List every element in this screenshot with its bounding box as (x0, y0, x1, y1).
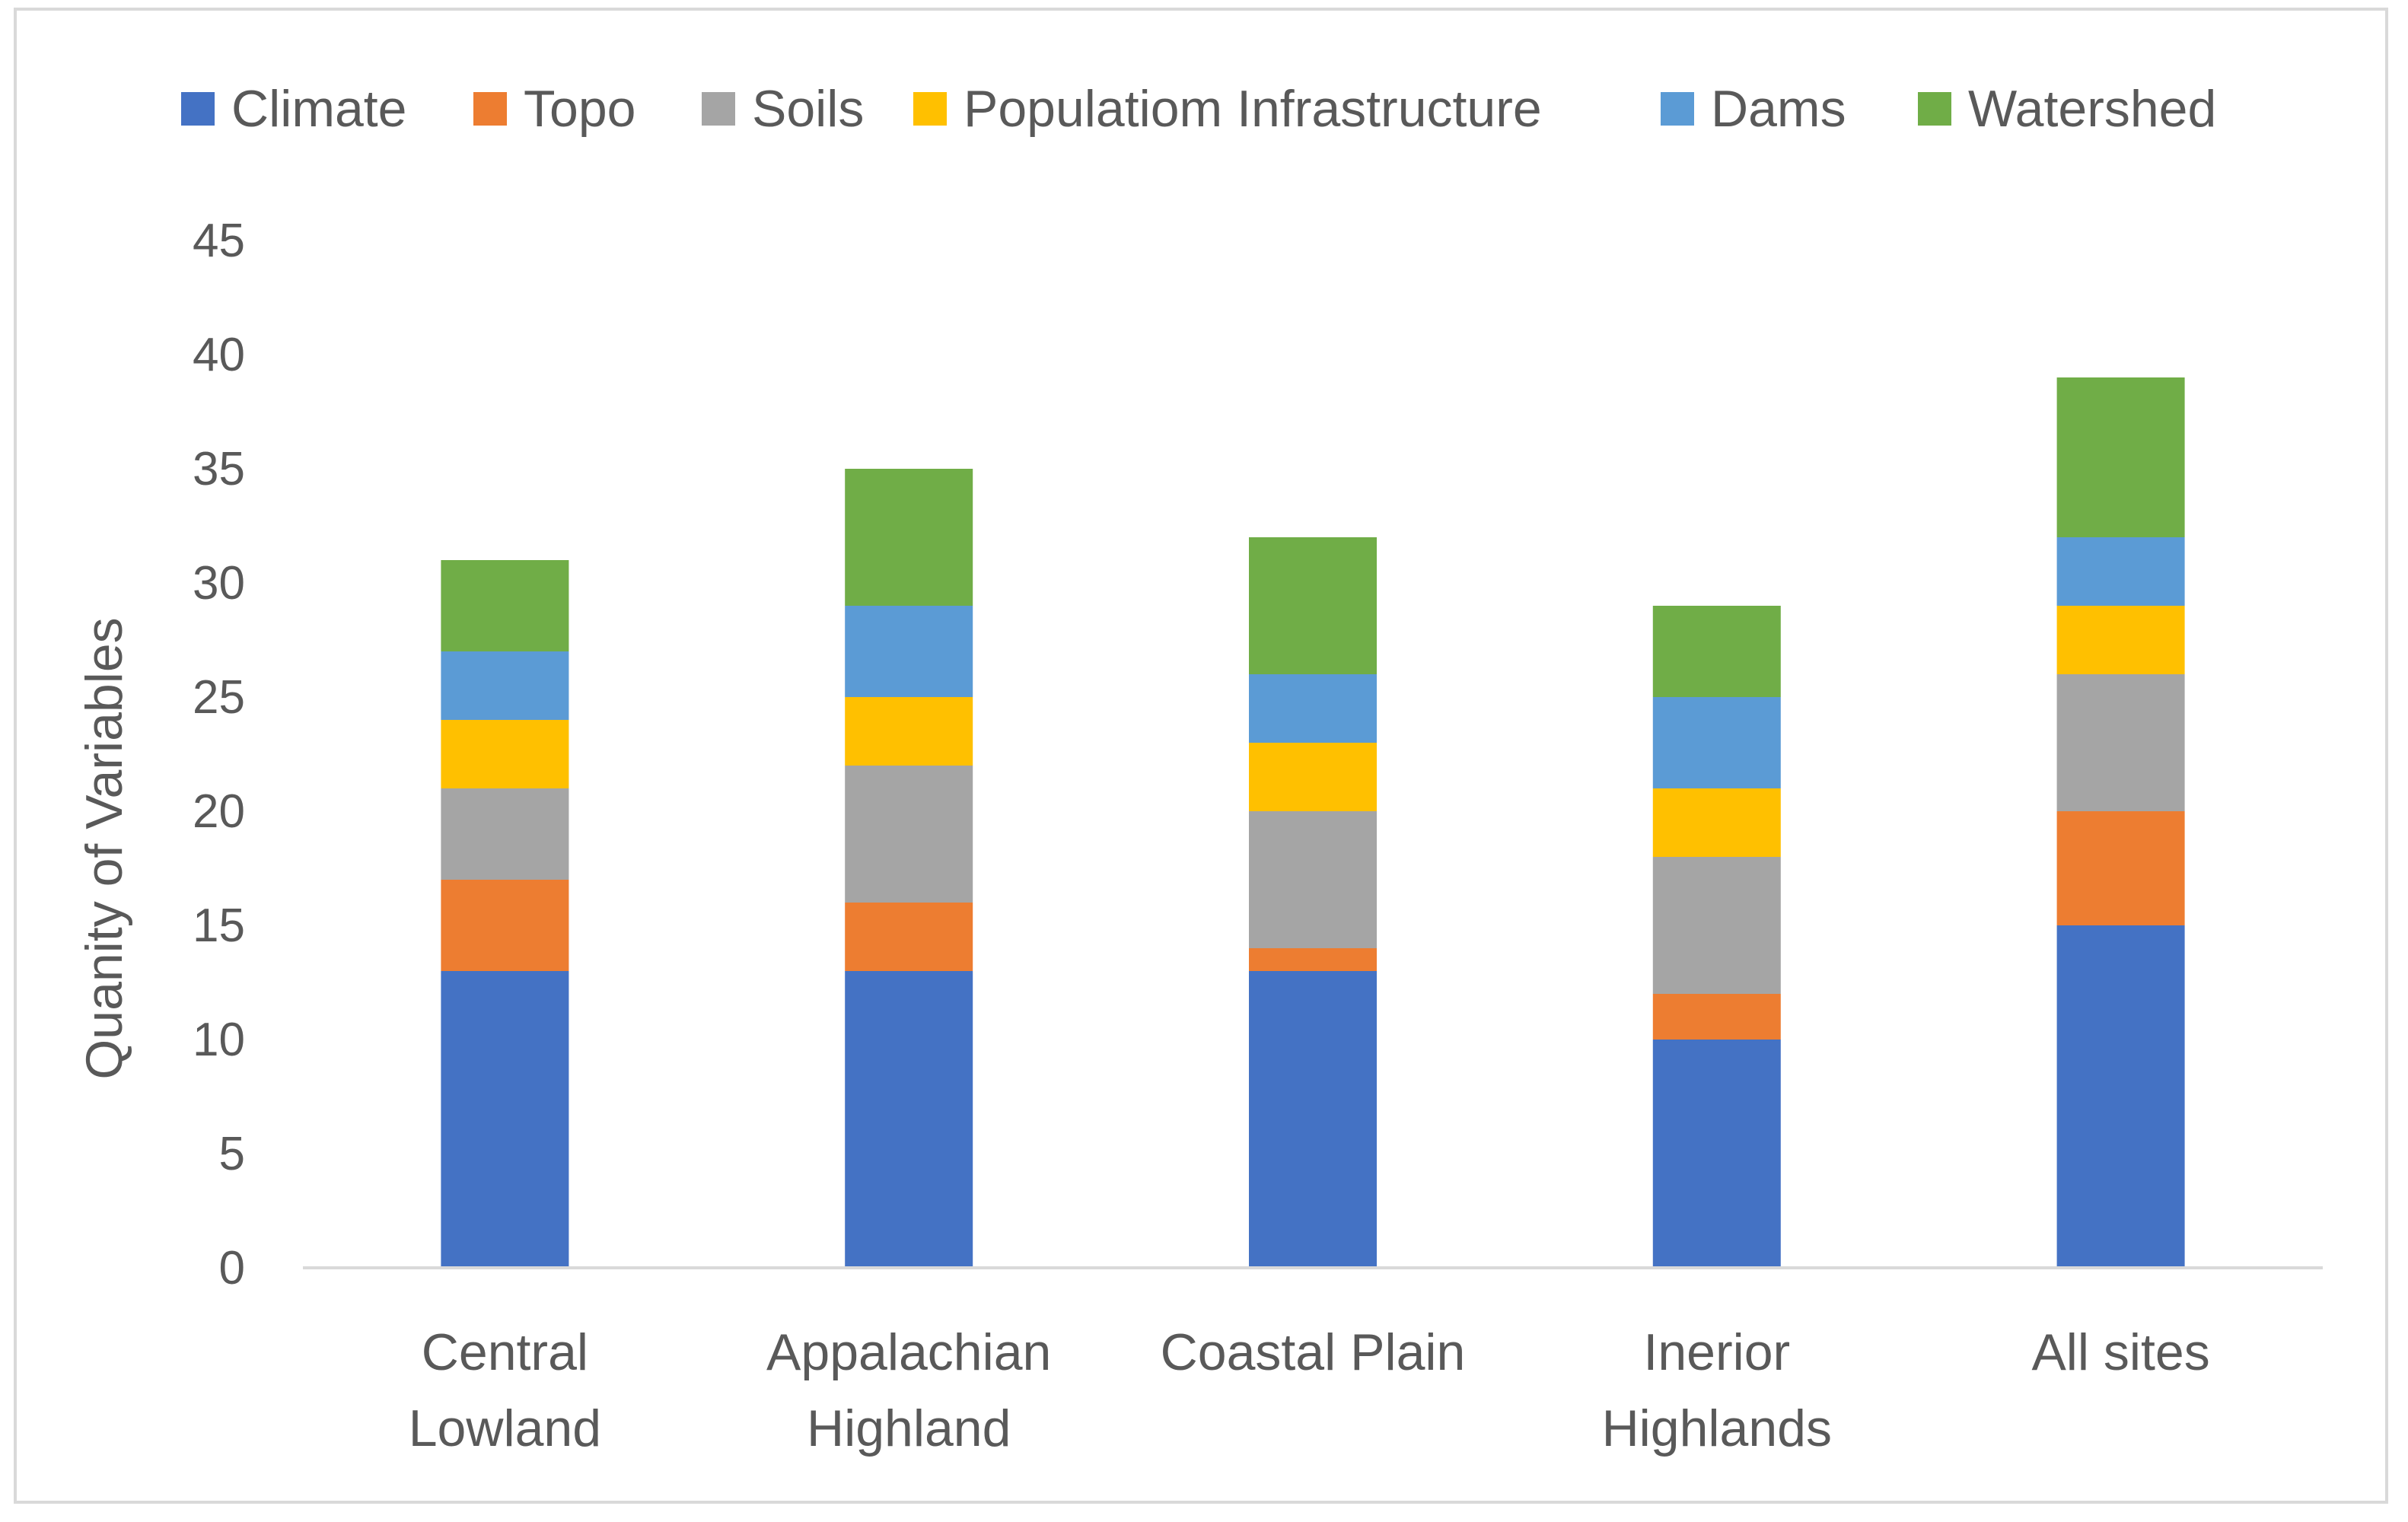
y-tick-label: 45 (193, 215, 245, 267)
bar-segment-soils (845, 766, 973, 903)
bar-segment-watershed (441, 560, 569, 651)
bar-segment-soils (2056, 674, 2185, 811)
x-tick-label: Appalachian Highland (766, 1323, 1051, 1457)
bar-segment-soils (1652, 857, 1781, 994)
y-tick-label: 20 (193, 785, 245, 838)
bar-segment-dams (1249, 674, 1377, 743)
bar-segment-watershed (845, 469, 973, 606)
legend-label: Climate (231, 80, 407, 138)
legend-label: Soils (752, 80, 864, 138)
y-tick-label: 5 (219, 1128, 245, 1180)
legend-swatch (702, 92, 735, 126)
legend-swatch (473, 92, 507, 126)
legend-item-watershed: Watershed (1918, 80, 2216, 138)
bar-segment-soils (1249, 811, 1377, 948)
bar-segment-topo (2056, 811, 2185, 925)
bar-segment-topo (441, 880, 569, 971)
bars (441, 377, 2185, 1268)
legend-label: Dams (1711, 80, 1846, 138)
bar-segment-climate (1652, 1040, 1781, 1268)
bar-segment-topo (845, 903, 973, 971)
x-tick-label: All sites (2031, 1323, 2209, 1381)
x-tick-label: Coastal Plain (1161, 1323, 1466, 1381)
legend-item-dams: Dams (1661, 80, 1846, 138)
y-axis: 0 5 10 15 20 25 30 35 40 45 (193, 215, 245, 1294)
bar-segment-populatiom-infrastructure (1249, 743, 1377, 811)
legend-swatch (1661, 92, 1694, 126)
bar-segment-topo (1652, 994, 1781, 1040)
bar-segment-watershed (2056, 377, 2185, 537)
legend-swatch (1918, 92, 1951, 126)
y-axis-title: Quanity of Variables (75, 617, 133, 1079)
y-tick-label: 10 (193, 1014, 245, 1066)
legend: Climate Topo Soils Populatiom Infrastructur… (181, 80, 2216, 138)
x-tick-label: Central Lowland (409, 1323, 601, 1457)
bar-segment-dams (441, 651, 569, 720)
bar-segment-topo (1249, 948, 1377, 971)
legend-item-climate: Climate (181, 80, 407, 138)
legend-label: Watershed (1968, 80, 2216, 138)
y-tick-label: 15 (193, 900, 245, 952)
y-tick-label: 25 (193, 671, 245, 724)
y-tick-label: 35 (193, 443, 245, 495)
bar-segment-dams (1652, 697, 1781, 788)
bar-segment-populatiom-infrastructure (1652, 788, 1781, 857)
legend-label: Topo (524, 80, 635, 138)
legend-swatch (913, 92, 947, 126)
bar-segment-populatiom-infrastructure (2056, 606, 2185, 674)
y-tick-label: 40 (193, 329, 245, 381)
bar-segment-climate (1249, 971, 1377, 1268)
y-tick-label: 0 (219, 1242, 245, 1294)
x-tick-label: Inerior Highlands (1602, 1323, 1832, 1457)
bar-segment-dams (845, 606, 973, 697)
chart-area (14, 8, 2388, 1504)
legend-label: Populatiom Infrastructure (964, 80, 1542, 138)
bar-segment-watershed (1249, 537, 1377, 674)
x-axis: Central Lowland Appalachian Highland Coastal… (409, 1323, 2210, 1457)
y-tick-label: 30 (193, 557, 245, 610)
bar-segment-watershed (1652, 606, 1781, 697)
bar-segment-populatiom-infrastructure (845, 697, 973, 766)
bar-segment-populatiom-infrastructure (441, 720, 569, 788)
legend-item-topo: Topo (473, 80, 635, 138)
bar-segment-soils (441, 788, 569, 880)
bar-segment-climate (845, 971, 973, 1268)
legend-swatch (181, 92, 215, 126)
legend-item-soils: Soils (702, 80, 864, 138)
bar-segment-climate (2056, 925, 2185, 1268)
legend-item-populatiom-infrastructure: Populatiom Infrastructure (913, 80, 1542, 138)
bar-segment-dams (2056, 537, 2185, 606)
bar-segment-climate (441, 971, 569, 1268)
